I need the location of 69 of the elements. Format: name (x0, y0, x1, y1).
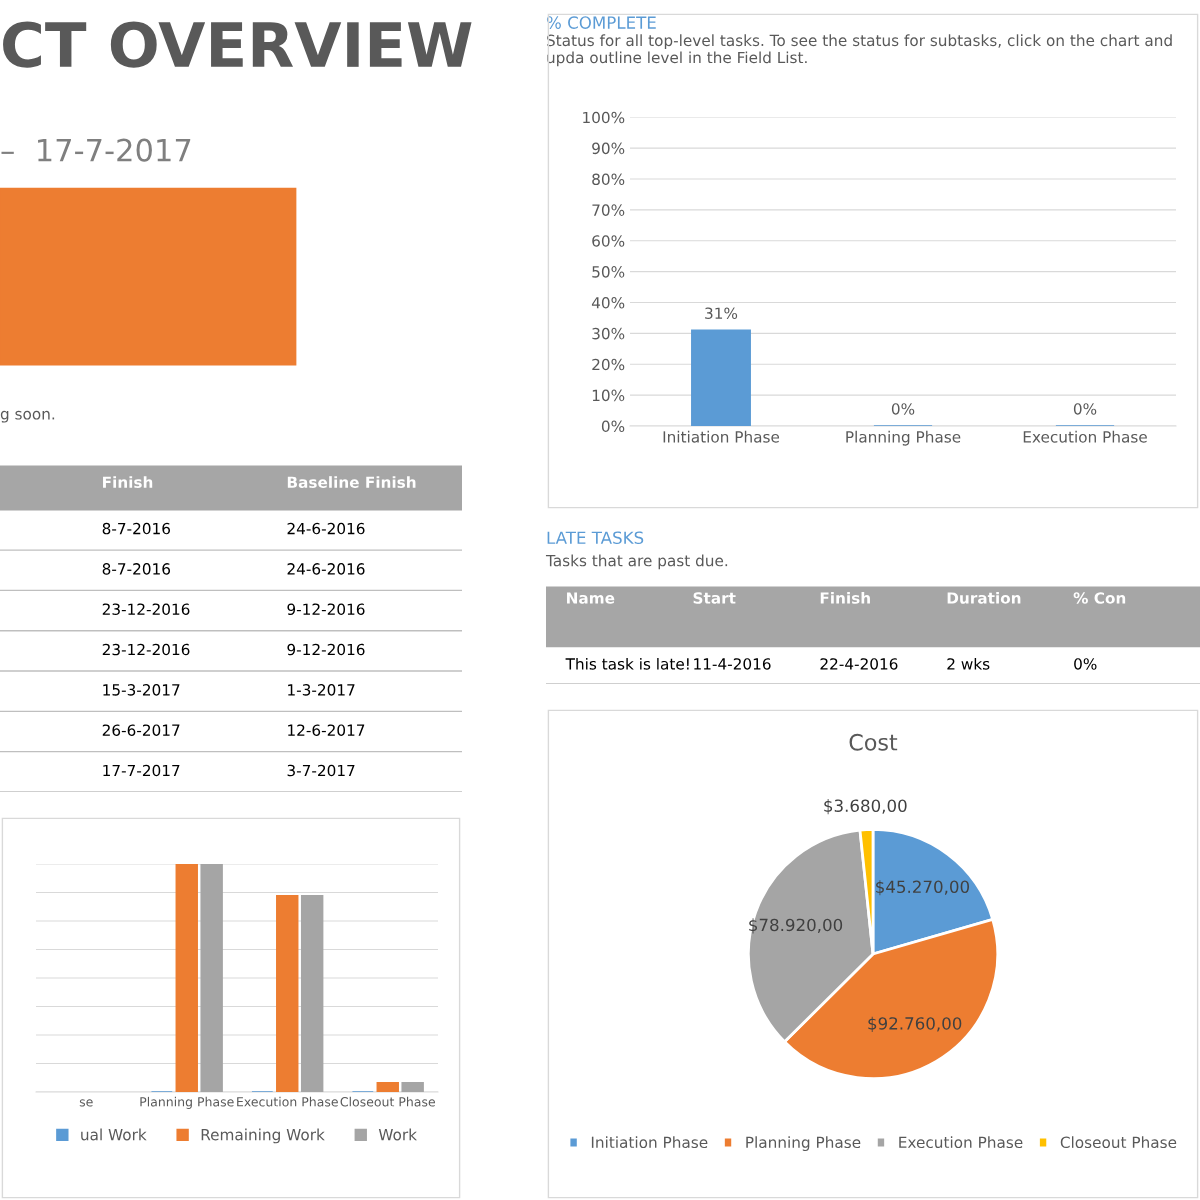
legend-label: Work (378, 1128, 417, 1141)
legend-label: Execution Phase (899, 1136, 1023, 1149)
legend-label: Planning Phase (746, 1136, 861, 1152)
text: This task is late! (565, 657, 689, 670)
text: 12-6-2017 (288, 724, 365, 736)
text: 3-7-2017 (287, 764, 355, 777)
text: 11-4-2016 (694, 658, 771, 670)
y-tick-label: 70% (592, 204, 625, 216)
y-tick-label: 10% (592, 389, 625, 402)
text: 9-12-2016 (287, 643, 365, 656)
text: 23-12-2016 (102, 603, 190, 615)
category-label: % Con (1073, 592, 1126, 604)
text: LATE TASKS (547, 531, 644, 545)
y-tick-label: 30% (592, 327, 625, 340)
y-tick-label: 0% (601, 420, 625, 433)
text: 17-7-2017 (103, 764, 180, 777)
text: 8-7-2016 (102, 522, 171, 535)
legend-label: Closeout Phase (1060, 1136, 1177, 1149)
text: g soon. (0, 410, 55, 423)
y-tick-label: 40% (591, 296, 625, 309)
bar (300, 895, 324, 1092)
y-tick-label: 20% (592, 358, 625, 371)
text: 9-12-2016 (287, 603, 365, 615)
x-tick-label: se (79, 1099, 93, 1107)
text: 0% (1074, 658, 1097, 670)
x-tick-label: Execution Phase (237, 1096, 338, 1107)
text: 23-12-2016 (102, 643, 190, 656)
text: 24-6-2016 (287, 563, 365, 575)
bar (401, 1082, 424, 1092)
bar (376, 1082, 399, 1092)
text: 22-4-2016 (820, 658, 898, 670)
data-label: $45.270,00 (876, 880, 970, 896)
text: 24-6-2016 (287, 522, 365, 535)
x-tick-label: Planning Phase (140, 1096, 234, 1109)
category-label: Finish (820, 591, 870, 604)
text: 1-3-2017 (288, 684, 355, 696)
category-label: Duration (947, 591, 1021, 604)
data-label: $92.760,00 (868, 1016, 962, 1032)
legend-label: Remaining Work (201, 1128, 325, 1144)
text: Tasks that are past due. (545, 554, 728, 570)
data-label: $3.680,00 (824, 799, 907, 815)
x-tick-label: Execution Phase (1023, 430, 1147, 443)
text: 2 wks (947, 657, 990, 670)
bar (175, 864, 198, 1092)
text: 15-3-2017 (103, 684, 180, 696)
y-tick-label: 80% (592, 173, 625, 186)
category-label: Start (693, 592, 736, 604)
category-label: Baseline Finish (287, 476, 416, 488)
bar (200, 864, 223, 1092)
bar (276, 895, 299, 1092)
text: CT OVERVIEW (3, 21, 472, 68)
chart-title: Cost (849, 733, 898, 751)
legend-label: Initiation Phase (591, 1136, 708, 1149)
x-tick-label: Initiation Phase (663, 430, 780, 443)
x-tick-label: Closeout Phase (340, 1096, 435, 1107)
data-label: 0% (1073, 403, 1097, 415)
data-label: 0% (891, 403, 915, 415)
y-tick-label: 100% (583, 111, 625, 124)
text: 8-7-2016 (102, 563, 171, 575)
text: 26-6-2017 (102, 724, 180, 736)
text: – 17-7-2017 (1, 138, 191, 162)
y-tick-label: 60% (592, 235, 625, 247)
legend-label: ual Work (81, 1128, 147, 1141)
data-label: 31% (705, 307, 738, 319)
y-tick-label: 90% (592, 142, 625, 155)
y-tick-label: 50% (592, 266, 625, 278)
x-tick-label: Planning Phase (846, 430, 961, 446)
category-label: Name (567, 592, 615, 604)
category-label: Finish (103, 476, 153, 488)
